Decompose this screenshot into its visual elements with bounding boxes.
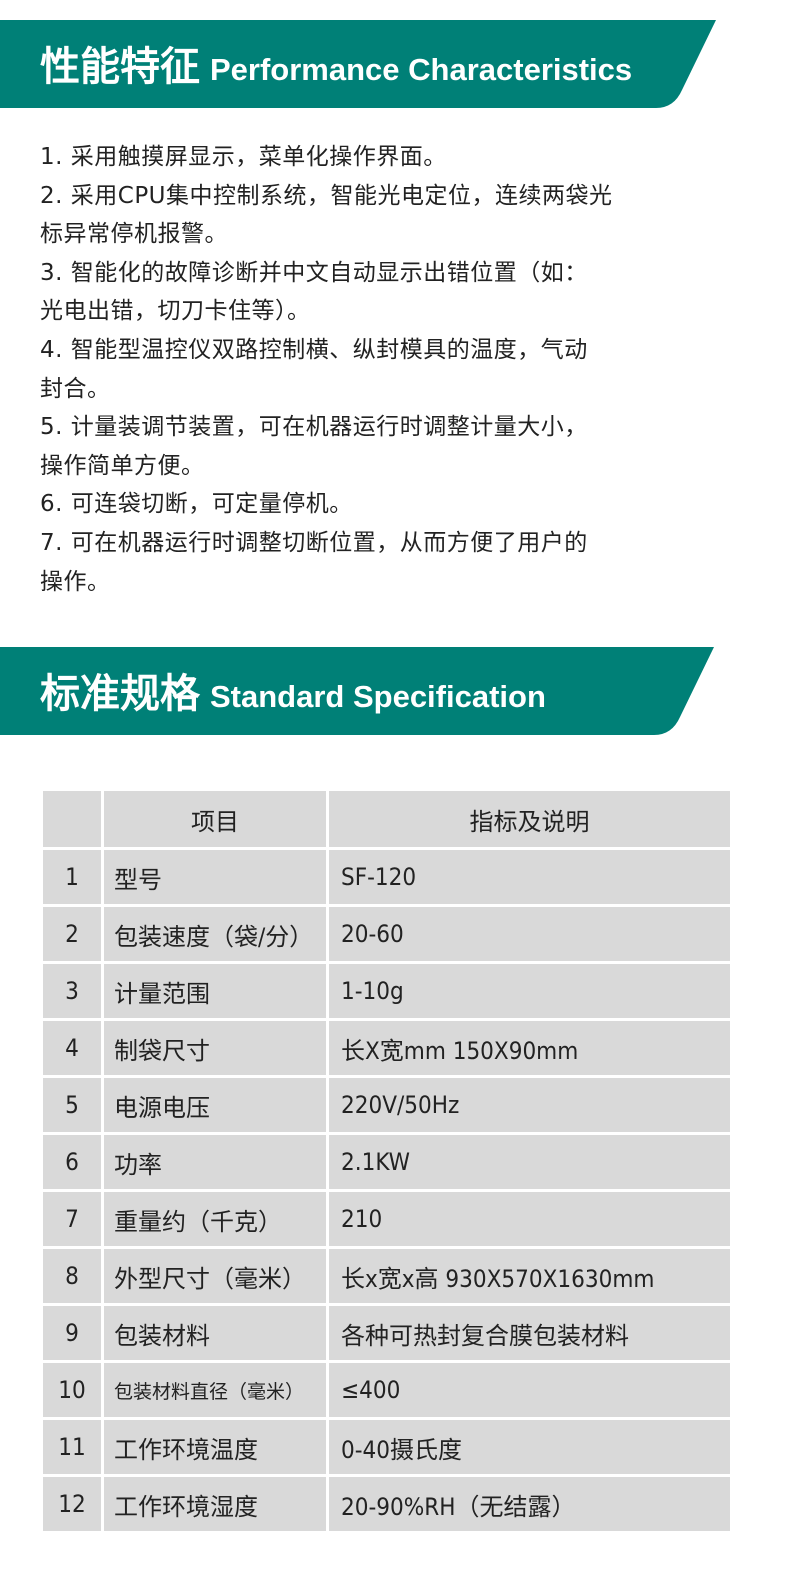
row-index: 10 bbox=[43, 1363, 101, 1417]
banner-shape bbox=[0, 647, 714, 735]
title-en: Performance Characteristics bbox=[210, 52, 633, 87]
row-value: 20-90%RH（无结露） bbox=[329, 1477, 730, 1531]
row-value: ≤400 bbox=[329, 1363, 730, 1417]
table-row: 10 包装材料直径（毫米） ≤400 bbox=[43, 1363, 730, 1417]
title-zh: 性能特征 bbox=[40, 44, 200, 90]
row-index: 3 bbox=[43, 964, 101, 1018]
banner-shape bbox=[0, 20, 716, 108]
feature-line: 标异常停机报警。 bbox=[40, 221, 228, 248]
feature-line: 7. 可在机器运行时调整切断位置，从而方便了用户的 bbox=[40, 529, 588, 556]
table-row: 8 外型尺寸（毫米） 长x宽x高 930X570X1630mm bbox=[43, 1249, 730, 1303]
row-item: 工作环境温度 bbox=[104, 1420, 326, 1474]
row-index: 1 bbox=[43, 850, 101, 904]
row-item: 重量约（千克） bbox=[104, 1192, 326, 1246]
section-banner-performance: 性能特征 Performance Characteristics bbox=[0, 20, 790, 108]
row-value: SF-120 bbox=[329, 850, 730, 904]
table-row: 3 计量范围 1-10g bbox=[43, 964, 730, 1018]
spec-table: 项目 指标及说明 1 型号 SF-120 2 包装速度（袋/分） 20-60 3 计量范围 1-… bbox=[40, 788, 733, 1534]
feature-line: 操作简单方便。 bbox=[40, 452, 205, 479]
row-value: 210 bbox=[329, 1192, 730, 1246]
row-item: 包装材料 bbox=[104, 1306, 326, 1360]
feature-line: 光电出错，切刀卡住等）。 bbox=[40, 298, 311, 325]
row-item: 制袋尺寸 bbox=[104, 1021, 326, 1075]
row-item: 工作环境湿度 bbox=[104, 1477, 326, 1531]
table-header-row: 项目 指标及说明 bbox=[43, 791, 730, 847]
table-row: 9 包装材料 各种可热封复合膜包装材料 bbox=[43, 1306, 730, 1360]
title-zh: 标准规格 bbox=[40, 671, 200, 717]
row-item: 电源电压 bbox=[104, 1078, 326, 1132]
row-index: 4 bbox=[43, 1021, 101, 1075]
row-index: 8 bbox=[43, 1249, 101, 1303]
table-row: 1 型号 SF-120 bbox=[43, 850, 730, 904]
row-item: 包装材料直径（毫米） bbox=[104, 1363, 326, 1417]
feature-line: 5. 计量装调节装置，可在机器运行时调整计量大小， bbox=[40, 414, 588, 441]
row-value: 长X宽mm 150X90mm bbox=[329, 1021, 730, 1075]
row-item: 计量范围 bbox=[104, 964, 326, 1018]
header-index bbox=[43, 791, 101, 847]
feature-line: 1. 采用触摸屏显示，菜单化操作界面。 bbox=[40, 144, 447, 170]
row-index: 6 bbox=[43, 1135, 101, 1189]
table-row: 6 功率 2.1KW bbox=[43, 1135, 730, 1189]
row-index: 9 bbox=[43, 1306, 101, 1360]
row-item: 外型尺寸（毫米） bbox=[104, 1249, 326, 1303]
table-row: 12 工作环境湿度 20-90%RH（无结露） bbox=[43, 1477, 730, 1531]
row-index: 11 bbox=[43, 1420, 101, 1474]
feature-list: 1. 采用触摸屏显示，菜单化操作界面。 2. 采用CPU集中控制系统，智能光电定… bbox=[40, 138, 760, 601]
row-value: 2.1KW bbox=[329, 1135, 730, 1189]
row-index: 5 bbox=[43, 1078, 101, 1132]
table-row: 5 电源电压 220V/50Hz bbox=[43, 1078, 730, 1132]
row-index: 12 bbox=[43, 1477, 101, 1531]
feature-line: 6. 可连袋切断，可定量停机。 bbox=[40, 491, 353, 518]
table-row: 4 制袋尺寸 长X宽mm 150X90mm bbox=[43, 1021, 730, 1075]
table-row: 2 包装速度（袋/分） 20-60 bbox=[43, 907, 730, 961]
row-value: 1-10g bbox=[329, 964, 730, 1018]
table-row: 7 重量约（千克） 210 bbox=[43, 1192, 730, 1246]
title-en: Standard Specification bbox=[210, 679, 546, 714]
feature-line: 封合。 bbox=[40, 375, 111, 402]
header-value: 指标及说明 bbox=[329, 791, 730, 847]
row-index: 2 bbox=[43, 907, 101, 961]
row-value: 长x宽x高 930X570X1630mm bbox=[329, 1249, 730, 1303]
feature-line: 操作。 bbox=[40, 568, 111, 595]
row-value: 0-40摄氏度 bbox=[329, 1420, 730, 1474]
row-item: 功率 bbox=[104, 1135, 326, 1189]
row-value: 各种可热封复合膜包装材料 bbox=[329, 1306, 730, 1360]
section-title: 标准规格 Standard Specification bbox=[40, 661, 546, 719]
row-item: 型号 bbox=[104, 850, 326, 904]
row-value: 20-60 bbox=[329, 907, 730, 961]
table-row: 11 工作环境温度 0-40摄氏度 bbox=[43, 1420, 730, 1474]
row-value: 220V/50Hz bbox=[329, 1078, 730, 1132]
header-item: 项目 bbox=[104, 791, 326, 847]
section-banner-specification: 标准规格 Standard Specification bbox=[0, 647, 790, 735]
feature-line: 4. 智能型温控仪双路控制横、纵封模具的温度，气动 bbox=[40, 336, 588, 363]
row-index: 7 bbox=[43, 1192, 101, 1246]
feature-line: 3. 智能化的故障诊断并中文自动显示出错位置（如： bbox=[40, 259, 588, 286]
feature-line: 2. 采用CPU集中控制系统，智能光电定位，连续两袋光 bbox=[40, 182, 613, 209]
row-item: 包装速度（袋/分） bbox=[104, 907, 326, 961]
section-title: 性能特征 Performance Characteristics bbox=[40, 34, 632, 92]
